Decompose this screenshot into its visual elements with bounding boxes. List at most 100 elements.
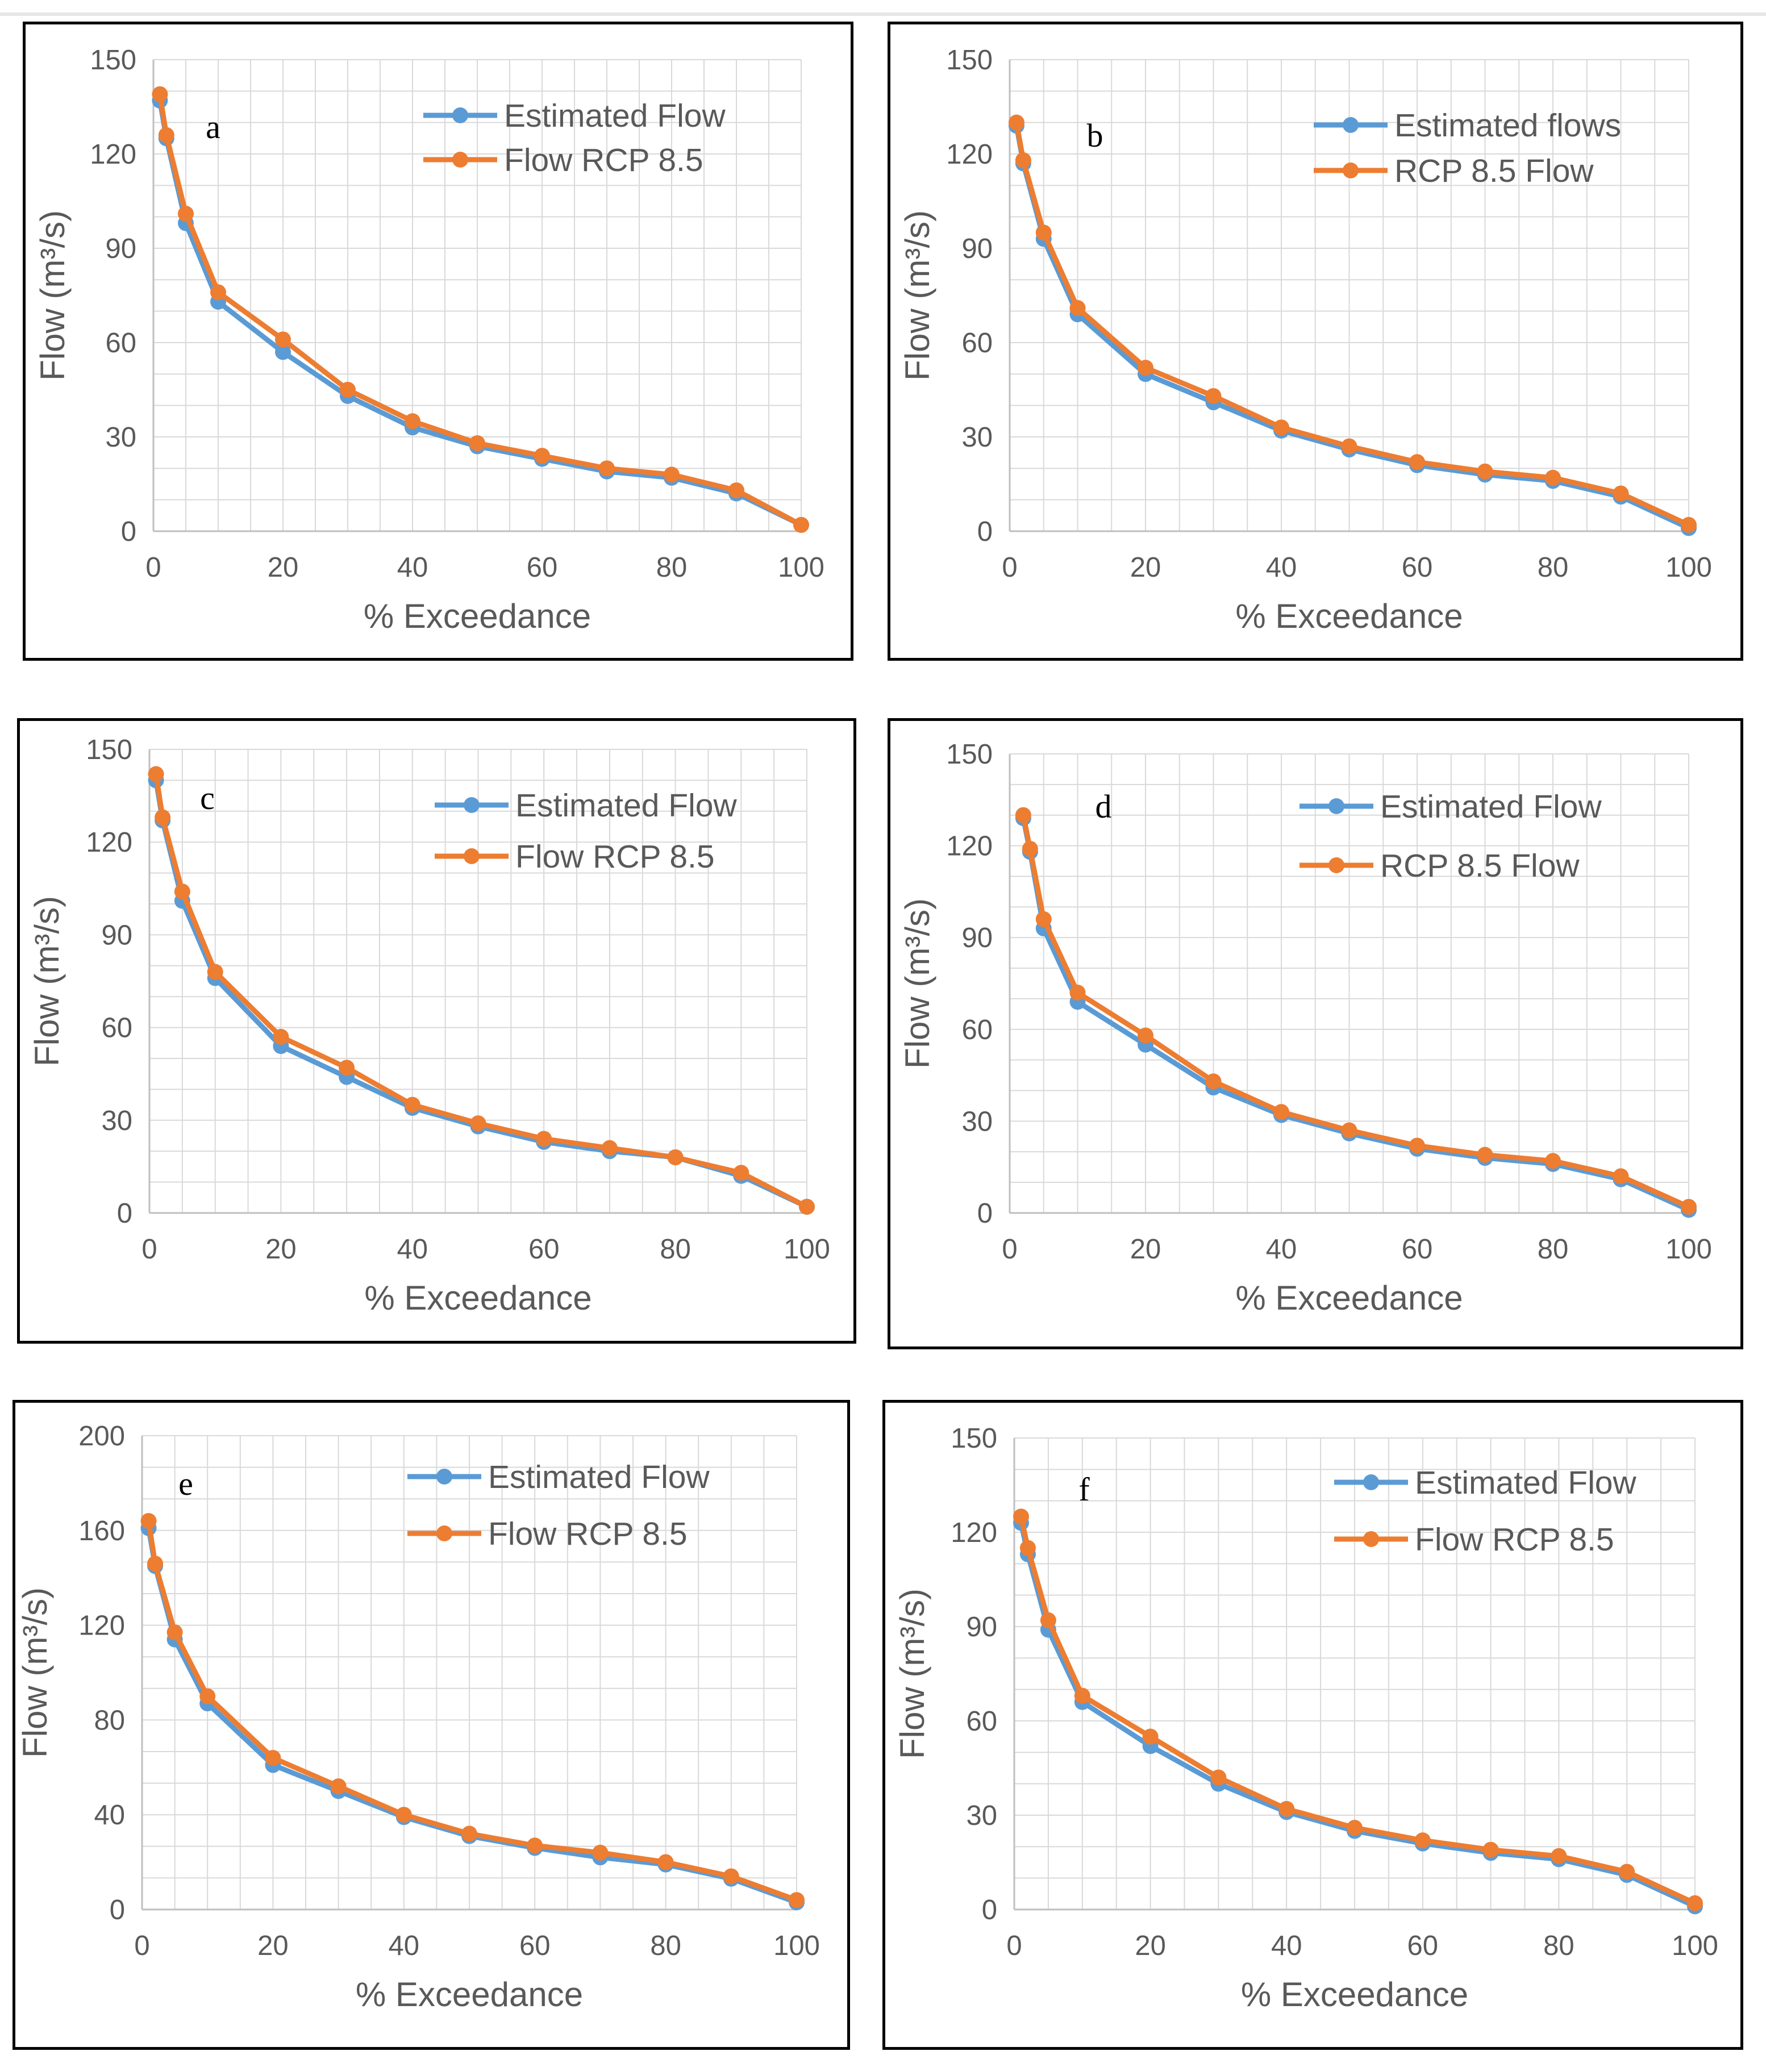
data-point	[1687, 1895, 1703, 1911]
x-tick-label: 60	[528, 1234, 560, 1265]
x-tick-label: 80	[660, 1234, 691, 1265]
y-tick-label: 90	[961, 234, 993, 264]
legend-label: Flow RCP 8.5	[488, 1516, 688, 1552]
data-point	[536, 1131, 552, 1147]
x-tick-label: 0	[141, 1234, 157, 1265]
y-tick-label: 150	[946, 739, 993, 770]
data-point	[1545, 469, 1561, 486]
x-axis-title: % Exceedance	[356, 1975, 583, 2013]
data-point	[1142, 1728, 1159, 1745]
y-tick-label: 60	[966, 1706, 997, 1737]
x-axis-title: % Exceedance	[1235, 1279, 1463, 1317]
legend-label: Flow RCP 8.5	[1415, 1521, 1614, 1558]
data-point	[1409, 1137, 1425, 1154]
data-point	[1273, 1104, 1289, 1120]
data-point	[1347, 1820, 1363, 1836]
y-tick-label: 120	[86, 827, 132, 858]
y-tick-label: 150	[86, 735, 132, 765]
data-point	[664, 466, 680, 483]
x-tick-label: 0	[1002, 552, 1017, 583]
data-point	[1210, 1769, 1227, 1786]
panel-label: c	[200, 779, 215, 816]
data-point	[728, 482, 744, 499]
legend-label: Estimated Flow	[504, 98, 726, 134]
y-tick-label: 120	[90, 139, 136, 170]
chart-svg-e: 0 40 80 120 160 200 0 20 40 60 80 100 % Exceedance Fl…	[16, 1421, 820, 2013]
data-point	[667, 1149, 684, 1166]
data-point	[1341, 1122, 1357, 1139]
data-point	[1681, 1199, 1697, 1215]
chart-panel-c: 0 30 60 90 120 150 0 20 40 60 80 100 % Exceedance Flo…	[17, 718, 856, 1344]
panel-label: b	[1087, 117, 1103, 154]
y-axis-title: Flow (m³/s)	[898, 898, 936, 1069]
data-point	[339, 1060, 355, 1076]
data-point	[1040, 1612, 1056, 1628]
x-tick-label: 40	[1271, 1931, 1302, 1961]
y-tick-label: 80	[94, 1705, 125, 1736]
chart-svg-f: 0 30 60 90 120 150 0 20 40 60 80 100 % Exceedance Flo…	[893, 1423, 1718, 2013]
data-point	[395, 1807, 412, 1823]
x-tick-label: 0	[134, 1931, 149, 1961]
y-tick-label: 120	[946, 139, 993, 170]
y-tick-label: 120	[946, 831, 993, 862]
data-point	[1138, 360, 1153, 376]
y-tick-label: 120	[951, 1517, 997, 1548]
y-axis-title: Flow (m³/s)	[16, 1587, 54, 1758]
x-axis-title: % Exceedance	[1241, 1975, 1468, 2013]
data-point	[147, 1556, 164, 1572]
y-axis-title: Flow (m³/s)	[34, 210, 72, 381]
x-tick-label: 20	[268, 552, 299, 583]
data-point	[1409, 454, 1425, 470]
data-point	[1022, 840, 1038, 857]
data-point	[140, 1513, 157, 1529]
y-tick-label: 160	[78, 1516, 125, 1546]
panel-label: e	[178, 1465, 193, 1502]
x-tick-label: 40	[1266, 1234, 1297, 1265]
y-tick-label: 90	[101, 920, 132, 950]
data-point	[1008, 114, 1024, 131]
y-axis-title: Flow (m³/s)	[898, 210, 936, 381]
legend-marker	[436, 1525, 452, 1541]
chart-panel-d: 0 30 60 90 120 150 0 20 40 60 80 100 % Exceedance Flo…	[888, 718, 1743, 1349]
data-point	[592, 1844, 609, 1861]
data-point	[1205, 1073, 1222, 1090]
x-tick-label: 80	[650, 1931, 681, 1961]
data-point	[1013, 1508, 1029, 1525]
data-point	[657, 1854, 674, 1870]
x-tick-label: 20	[265, 1234, 297, 1265]
y-tick-label: 0	[977, 1198, 993, 1229]
chart-svg-a: 0 30 60 90 120 150 0 20 40 60 80 100 % Exceedance Flo…	[34, 45, 824, 635]
x-tick-label: 0	[1002, 1234, 1017, 1265]
legend-marker	[1343, 117, 1359, 133]
data-point	[174, 883, 190, 900]
x-tick-label: 0	[1006, 1931, 1022, 1961]
legend-b: Estimated flows RCP 8.5 Flow	[1314, 107, 1621, 189]
y-tick-label: 60	[101, 1013, 132, 1044]
data-point	[340, 382, 356, 398]
data-point	[1035, 911, 1052, 927]
y-tick-label: 150	[946, 45, 993, 76]
y-tick-label: 150	[90, 45, 136, 76]
x-tick-label: 20	[1135, 1931, 1166, 1961]
data-point	[152, 86, 168, 102]
legend-label: Flow RCP 8.5	[504, 142, 703, 178]
x-tick-label: 80	[1538, 1234, 1569, 1265]
x-tick-label: 0	[145, 552, 161, 583]
y-tick-label: 0	[982, 1895, 997, 1925]
gridlines-f	[1014, 1437, 1696, 1910]
data-point	[1273, 419, 1289, 436]
x-tick-label: 80	[656, 552, 688, 583]
legend-marker	[1328, 798, 1344, 814]
x-tick-label: 80	[1543, 1931, 1575, 1961]
x-axis-title: % Exceedance	[1235, 597, 1463, 635]
series-c-rcp85	[148, 766, 815, 1215]
chart-panel-b: 0 30 60 90 120 150 0 20 40 60 80 100 % Exceedance Flo…	[888, 22, 1743, 661]
legend-label: Flow RCP 8.5	[515, 839, 715, 875]
top-divider	[0, 12, 1766, 16]
data-point	[1019, 1540, 1036, 1556]
y-tick-label: 60	[961, 1015, 993, 1045]
legend-marker	[436, 1469, 452, 1485]
x-tick-label: 80	[1538, 552, 1569, 583]
y-tick-label: 90	[961, 923, 993, 953]
data-point	[461, 1825, 477, 1842]
